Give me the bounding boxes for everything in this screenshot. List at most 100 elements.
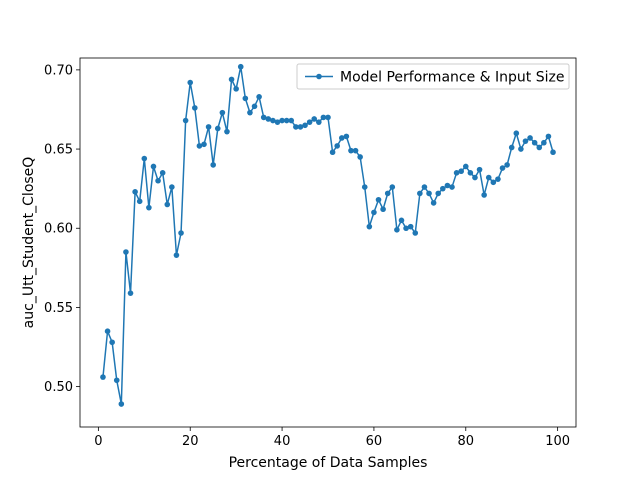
data-point (136, 198, 143, 205)
x-tick-label: 0 (94, 434, 102, 449)
data-point (251, 103, 258, 110)
data-point (155, 177, 161, 184)
data-point (384, 190, 391, 197)
y-tick-label: 0.70 (44, 63, 73, 78)
data-point (467, 170, 474, 176)
data-point (265, 116, 272, 122)
data-point (169, 184, 175, 190)
axes: 0 20 40 60 80 100 0.50 0.55 0.60 0.65 0.70 (44, 57, 577, 449)
data-point (146, 204, 152, 211)
data-point (490, 179, 497, 186)
y-axis-label: auc_Utt_Student_CloseQ (21, 157, 37, 329)
data-point (210, 162, 216, 168)
data-point (449, 184, 455, 190)
legend-series-label: Model Performance & Input Size (340, 70, 564, 86)
data-point (421, 184, 428, 190)
y-tick-label: 0.65 (44, 143, 73, 158)
legend-series-marker (316, 73, 322, 80)
data-point (109, 339, 115, 346)
data-point (302, 122, 308, 129)
data-point (550, 149, 556, 156)
data-point (260, 114, 267, 121)
data-point (440, 185, 446, 192)
data-point (173, 252, 180, 258)
y-tick-label: 0.50 (44, 380, 73, 395)
data-point (233, 86, 239, 92)
data-point (141, 155, 148, 162)
data-point (352, 147, 359, 154)
data-point (495, 176, 501, 182)
data-point (242, 95, 249, 102)
data-point (224, 128, 230, 135)
data-point (237, 63, 244, 70)
x-tick-label: 20 (182, 434, 199, 449)
data-point (311, 116, 318, 122)
data-point (481, 192, 487, 198)
data-point (541, 139, 547, 146)
data-point (394, 227, 400, 233)
data-point (444, 182, 451, 189)
data-point (100, 374, 106, 380)
data-point (348, 147, 354, 154)
data-point (545, 133, 552, 140)
data-point (293, 124, 299, 130)
data-point (536, 144, 543, 151)
data-point (132, 189, 138, 195)
data-point (288, 117, 295, 124)
data-point (398, 217, 405, 224)
axes-frame (79, 57, 577, 428)
y-tick-label: 0.55 (44, 301, 73, 316)
data-point (357, 154, 363, 160)
data-point (228, 76, 235, 83)
data-point (389, 184, 396, 190)
data-point (531, 139, 538, 146)
data-point (366, 223, 373, 230)
x-axis-label: Percentage of Data Samples (229, 455, 428, 471)
data-point (214, 125, 221, 132)
data-point (159, 170, 166, 176)
data-point (178, 230, 184, 236)
data-point (485, 174, 492, 181)
x-tick-label: 60 (366, 434, 383, 449)
x-tick-label: 40 (274, 434, 291, 449)
data-point (508, 144, 515, 151)
data-point (518, 146, 524, 152)
data-point (361, 184, 368, 190)
data-point (407, 223, 414, 230)
data-point (113, 377, 120, 384)
data-point (274, 119, 281, 125)
data-point (462, 163, 469, 170)
data-point (150, 163, 157, 170)
data-point (513, 130, 520, 137)
data-point (375, 196, 382, 203)
data-point (201, 141, 207, 148)
data-point (338, 135, 345, 141)
data-point (127, 290, 134, 296)
x-tick-label: 100 (545, 434, 570, 449)
y-tick-label: 0.60 (44, 222, 73, 237)
data-point (325, 114, 331, 121)
data-point (412, 230, 419, 236)
data-point (104, 328, 111, 334)
data-point (343, 133, 350, 140)
data-point (527, 135, 533, 141)
data-point (256, 94, 262, 100)
data-point (320, 114, 327, 121)
data-point (118, 401, 125, 407)
data-point (426, 190, 432, 197)
data-point (270, 117, 276, 124)
data-point (192, 105, 198, 111)
data-point (182, 117, 189, 124)
data-point (279, 117, 285, 124)
data-point (196, 143, 203, 149)
data-point (403, 225, 409, 232)
data-point (205, 124, 212, 130)
data-point (219, 109, 226, 116)
data-point (417, 190, 423, 197)
data-point (472, 174, 478, 181)
data-point (380, 206, 386, 213)
data-point (123, 249, 129, 255)
data-point (329, 149, 336, 156)
x-tick-label: 80 (458, 434, 475, 449)
